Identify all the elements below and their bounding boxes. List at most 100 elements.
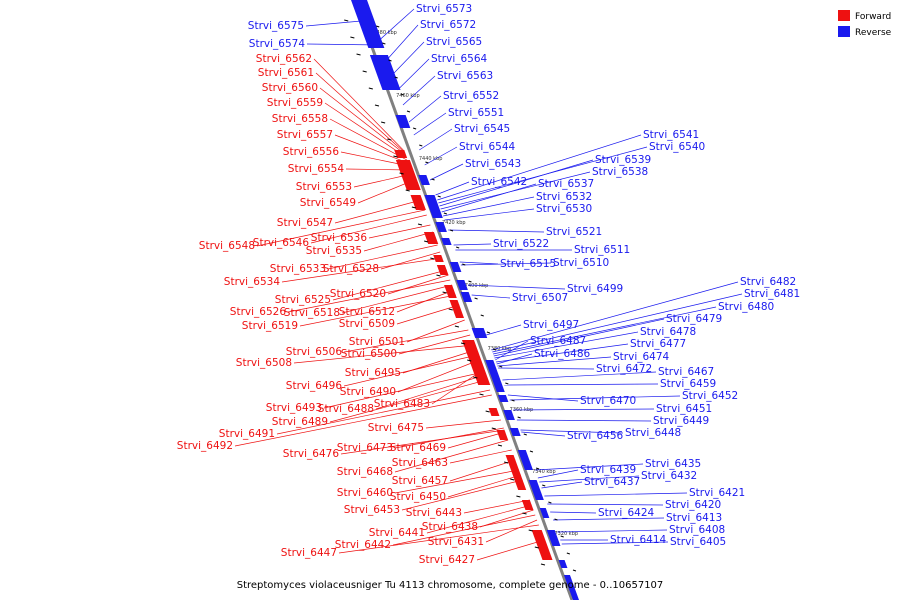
gene-connector bbox=[343, 354, 478, 387]
gene-connector bbox=[431, 369, 484, 405]
gene-connector bbox=[299, 294, 456, 327]
gene-label: Strvi_6437 bbox=[584, 476, 640, 488]
gene-label: Strvi_6463 bbox=[392, 457, 448, 469]
gene-label: Strvi_6532 bbox=[536, 191, 592, 203]
gene-connector bbox=[476, 539, 545, 561]
gene-marker bbox=[486, 331, 491, 334]
gene-label: Strvi_6526 bbox=[230, 306, 287, 318]
gene-label: Strvi_6510 bbox=[553, 257, 609, 269]
gene-label: Strvi_6534 bbox=[224, 276, 281, 288]
gene-marker bbox=[479, 393, 484, 396]
reverse-gene bbox=[441, 238, 452, 245]
gene-connector bbox=[334, 134, 409, 164]
gene-label: Strvi_6474 bbox=[613, 351, 670, 363]
forward-gene bbox=[488, 408, 500, 416]
forward-gene bbox=[531, 530, 553, 560]
gene-label: Strvi_6405 bbox=[670, 536, 726, 548]
gene-layer bbox=[344, 0, 579, 600]
gene-marker bbox=[443, 212, 448, 215]
forward-gene bbox=[436, 265, 449, 275]
gene-connector bbox=[413, 112, 447, 136]
gene-connector bbox=[310, 214, 427, 244]
gene-connector bbox=[329, 379, 487, 423]
gene-label: Strvi_6432 bbox=[641, 470, 697, 482]
gene-connector bbox=[394, 469, 520, 494]
gene-label: Strvi_6488 bbox=[318, 403, 374, 415]
gene-marker bbox=[510, 478, 515, 481]
gene-label: Strvi_6460 bbox=[337, 487, 393, 499]
gene-connector bbox=[401, 479, 523, 511]
gene-marker bbox=[528, 529, 533, 532]
gene-connector bbox=[448, 229, 545, 233]
gene-connector bbox=[256, 209, 426, 247]
forward-gene bbox=[394, 150, 408, 158]
reverse-gene bbox=[558, 560, 568, 568]
gene-label: Strvi_6501 bbox=[349, 336, 405, 348]
gene-connector bbox=[561, 541, 669, 545]
forward-gene bbox=[505, 455, 527, 490]
gene-label: Strvi_6573 bbox=[416, 3, 472, 15]
gene-marker bbox=[572, 569, 577, 572]
gene-marker bbox=[430, 257, 435, 260]
gene-connector bbox=[329, 118, 408, 161]
gene-label: Strvi_6563 bbox=[437, 70, 493, 82]
gene-marker bbox=[516, 495, 521, 498]
gene-connector bbox=[513, 408, 655, 411]
gene-marker bbox=[467, 359, 472, 362]
forward-gene bbox=[423, 232, 439, 244]
gene-connector bbox=[520, 429, 624, 434]
gene-marker bbox=[454, 325, 460, 328]
reverse-gene bbox=[539, 508, 550, 518]
gene-marker bbox=[548, 501, 552, 504]
kbp-tick-label: 7440 kbp bbox=[419, 156, 443, 162]
genome-caption: Streptomyces violaceusniger Tu 4113 chro… bbox=[237, 580, 664, 591]
forward-gene bbox=[444, 285, 457, 298]
gene-marker bbox=[529, 450, 534, 453]
gene-connector bbox=[419, 128, 453, 151]
gene-marker bbox=[505, 382, 509, 385]
kbp-tick-label: 7460 kbp bbox=[396, 93, 420, 99]
gene-label: Strvi_6453 bbox=[344, 504, 400, 516]
gene-connector bbox=[485, 519, 538, 543]
gene-connector bbox=[391, 41, 425, 76]
gene-marker bbox=[522, 512, 527, 515]
gene-label: Strvi_6487 bbox=[530, 335, 586, 347]
gene-connector bbox=[493, 318, 665, 357]
gene-label: Strvi_6476 bbox=[283, 448, 340, 460]
gene-label: Strvi_6549 bbox=[300, 197, 356, 209]
reverse-gene bbox=[509, 428, 521, 436]
legend-forward-swatch bbox=[838, 10, 850, 21]
gene-connector bbox=[492, 306, 717, 355]
gene-marker bbox=[417, 223, 423, 226]
gene-connector bbox=[496, 353, 533, 365]
gene-marker bbox=[400, 93, 404, 96]
gene-connector bbox=[406, 319, 465, 343]
gene-connector bbox=[338, 524, 539, 554]
gene-label: Strvi_6544 bbox=[459, 141, 516, 153]
gene-label: Strvi_6552 bbox=[443, 90, 499, 102]
gene-connector bbox=[502, 371, 657, 381]
forward-gene bbox=[521, 500, 534, 510]
gene-marker bbox=[350, 36, 355, 39]
gene-label: Strvi_6452 bbox=[682, 390, 738, 402]
gene-marker bbox=[406, 110, 411, 113]
gene-connector bbox=[319, 87, 405, 155]
gene-marker bbox=[425, 161, 429, 164]
gene-label: Strvi_6520 bbox=[330, 288, 386, 300]
gene-label: Strvi_6408 bbox=[669, 524, 725, 536]
gene-label: Strvi_6500 bbox=[341, 348, 397, 360]
gene-connector bbox=[471, 294, 511, 299]
gene-label: Strvi_6470 bbox=[580, 395, 636, 407]
gene-label: Strvi_6564 bbox=[431, 53, 488, 65]
gene-connector bbox=[498, 367, 595, 370]
gene-label: Strvi_6495 bbox=[345, 367, 401, 379]
gene-connector bbox=[439, 159, 594, 207]
reverse-gene bbox=[449, 262, 462, 272]
reverse-gene bbox=[497, 395, 509, 402]
gene-marker bbox=[388, 59, 392, 62]
gene-marker bbox=[399, 172, 404, 175]
gene-connector bbox=[397, 359, 480, 393]
kbp-tick-label: 7340 kbp bbox=[532, 469, 556, 475]
gene-connector bbox=[504, 383, 659, 386]
gene-label: Strvi_6561 bbox=[258, 67, 314, 79]
